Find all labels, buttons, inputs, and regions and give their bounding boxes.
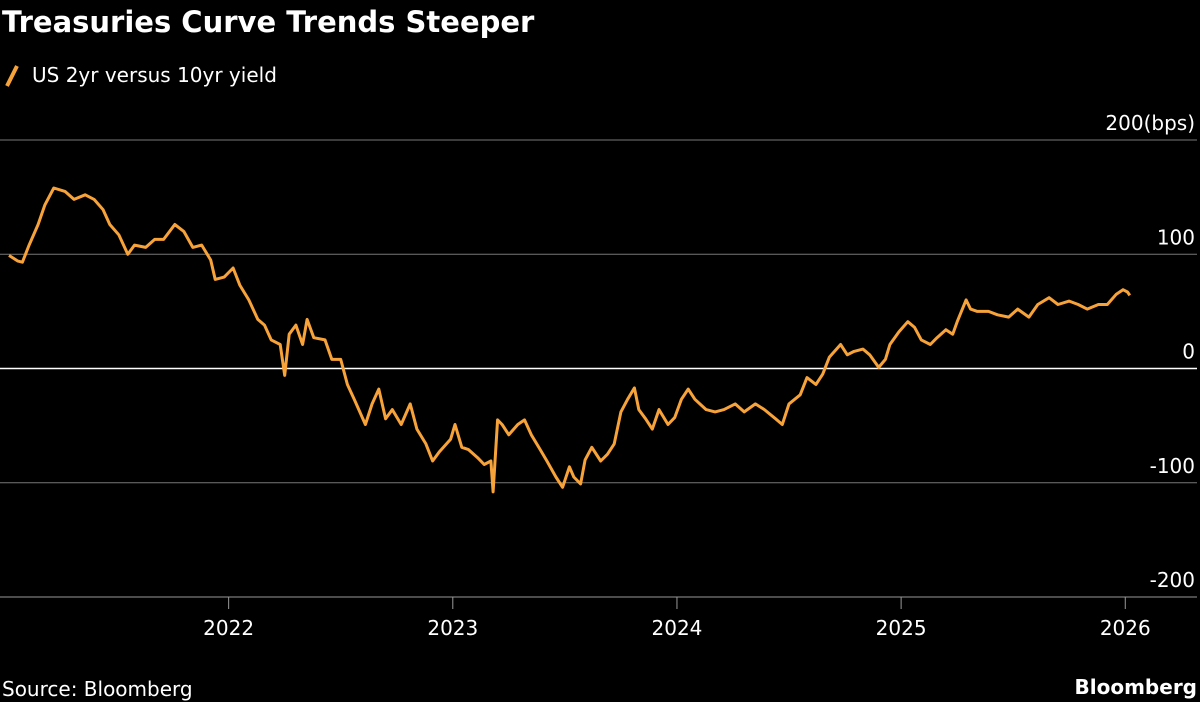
x-tick-label: 2025	[876, 616, 927, 640]
y-tick-label: 0	[1182, 340, 1195, 364]
legend-icon	[5, 65, 19, 87]
x-tick-label: 2026	[1100, 616, 1151, 640]
legend-label: US 2yr versus 10yr yield	[32, 63, 277, 87]
brand: Bloomberg	[1075, 675, 1197, 699]
series-line	[8, 186, 1132, 494]
source: Source: Bloomberg	[2, 677, 193, 701]
y-tick-label: 200(bps)	[1105, 111, 1195, 135]
x-tick-label: 2022	[203, 616, 254, 640]
y-tick-label: -200	[1150, 568, 1195, 592]
y-tick-label: 100	[1157, 225, 1195, 249]
y-tick-label: -100	[1150, 454, 1195, 478]
x-tick-label: 2023	[427, 616, 478, 640]
x-tick-label: 2024	[652, 616, 703, 640]
chart-title: Treasuries Curve Trends Steeper	[2, 5, 535, 39]
